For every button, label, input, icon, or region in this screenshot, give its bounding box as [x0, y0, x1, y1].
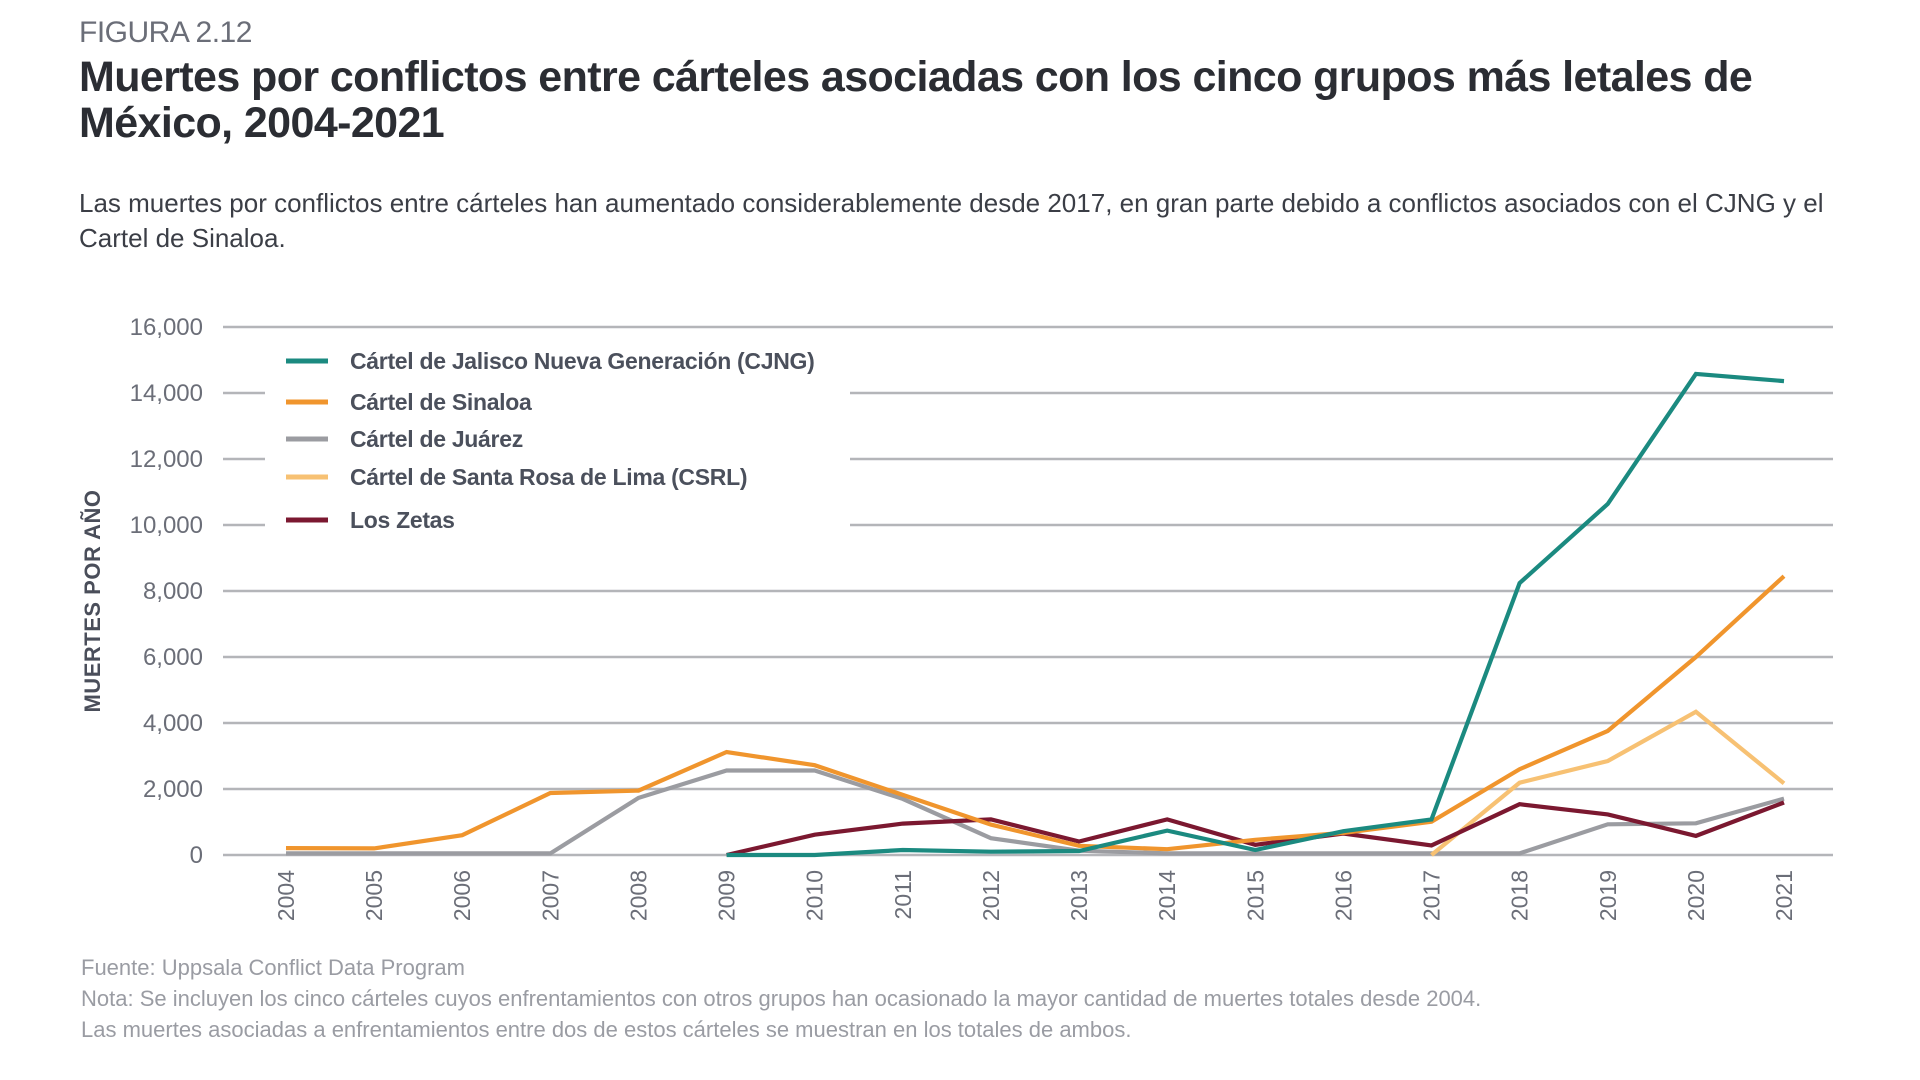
legend-label: Cártel de Sinaloa	[350, 389, 532, 415]
legend: Cártel de Jalisco Nueva Generación (CJNG…	[286, 348, 815, 533]
y-axis-label: MUERTES POR AÑO	[80, 489, 105, 712]
x-tick-label: 2014	[1154, 870, 1180, 921]
legend-label: Cártel de Juárez	[350, 426, 523, 452]
x-tick-label: 2016	[1330, 870, 1356, 921]
series-line-1	[285, 574, 1786, 852]
y-tick-label: 4,000	[143, 710, 203, 737]
series-line-2	[286, 768, 1785, 856]
x-tick-label: 2019	[1595, 870, 1621, 921]
y-tick-label: 0	[190, 842, 203, 869]
x-tick-label: 2018	[1507, 870, 1533, 921]
series-line-0	[726, 371, 1785, 858]
x-tick-label: 2011	[890, 870, 916, 919]
series-line-3	[1430, 709, 1786, 857]
x-tick-label: 2012	[978, 870, 1004, 921]
y-tick-label: 12,000	[130, 446, 203, 473]
legend-label: Cártel de Santa Rosa de Lima (CSRL)	[350, 464, 747, 490]
x-tick-label: 2006	[449, 870, 475, 921]
footer: Fuente: Uppsala Conflict Data Program No…	[81, 952, 1871, 1045]
y-tick-label: 8,000	[143, 578, 203, 605]
x-tick-label: 2010	[802, 870, 828, 921]
x-tick-label: 2013	[1066, 870, 1092, 921]
y-tick-label: 10,000	[130, 512, 203, 539]
legend-label: Cártel de Jalisco Nueva Generación (CJNG…	[350, 348, 814, 374]
x-tick-label: 2009	[714, 870, 740, 921]
x-tick-label: 2004	[273, 870, 299, 921]
x-tick-label: 2005	[361, 870, 387, 921]
x-tick-label: 2008	[625, 870, 651, 921]
gridlines	[223, 325, 1833, 857]
y-tick-label: 2,000	[143, 776, 203, 803]
x-tick-label: 2020	[1683, 870, 1709, 921]
x-tick-label: 2021	[1771, 870, 1797, 921]
y-tick-label: 14,000	[130, 380, 203, 407]
note-line-1: Nota: Se incluyen los cinco cárteles cuy…	[81, 986, 1482, 1011]
y-tick-label: 6,000	[143, 644, 203, 671]
chart-subtitle: Las muertes por conflictos entre cártele…	[79, 188, 1824, 253]
y-tick-label: 16,000	[130, 314, 203, 341]
x-tick-label: 2007	[537, 870, 563, 921]
chart-title: Muertes por conflictos entre cárteles as…	[79, 53, 1753, 147]
legend-label: Los Zetas	[350, 507, 455, 533]
x-tick-label: 2015	[1242, 870, 1268, 921]
x-tick-label: 2017	[1419, 870, 1445, 921]
y-axis-ticks: 0 2,000 4,000 6,000 8,000 10,000 12,000 14,000 1…	[130, 314, 203, 869]
series-lines	[285, 371, 1786, 858]
source-note: Fuente: Uppsala Conflict Data Program	[81, 955, 465, 980]
figure-label: FIGURA 2.12	[79, 16, 252, 49]
series-line-4	[726, 800, 1785, 858]
x-axis-ticks: 2004 2005 2006 2007 2008 2009 2010 2011 2012 2013…	[273, 870, 1797, 921]
note-line-2: Las muertes asociadas a enfrentamientos …	[81, 1017, 1132, 1042]
